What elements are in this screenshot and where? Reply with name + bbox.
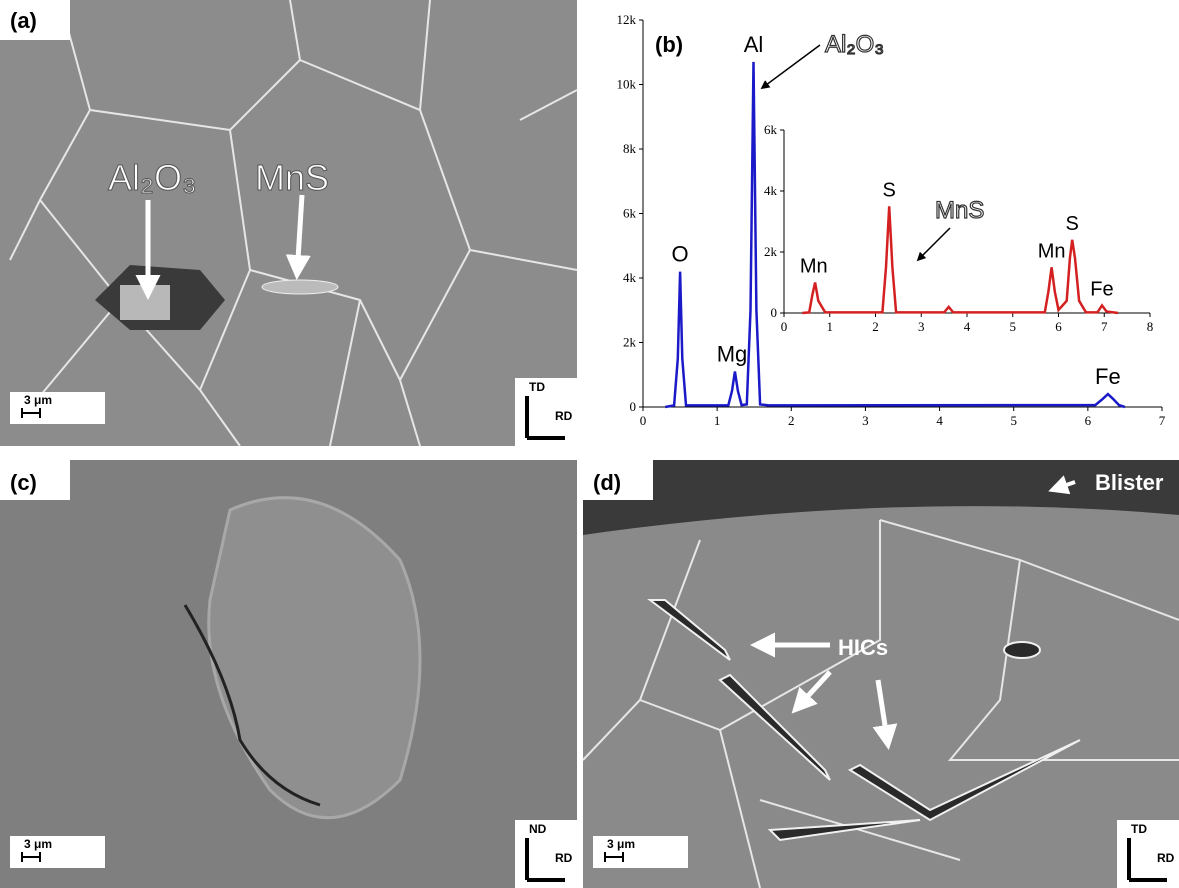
scale-label: 3 μm (24, 393, 52, 407)
x-tick-label: 5 (1010, 319, 1017, 334)
x-tick-label: 4 (964, 319, 971, 334)
panel-label: (c) (10, 470, 37, 495)
mns-inclusion (262, 280, 338, 294)
peak-label: Mn (1038, 240, 1066, 262)
peak-label: Al (744, 32, 764, 57)
x-tick-label: 7 (1159, 413, 1166, 428)
y-tick-label: 0 (630, 399, 637, 414)
panel-label: (a) (10, 8, 37, 33)
x-tick-label: 4 (936, 413, 943, 428)
axis-right: RD (555, 851, 573, 865)
y-tick-label: 10k (617, 77, 637, 92)
panel-d: (d) Blister HICs 3 μm TD RD (583, 460, 1179, 888)
y-tick-label: 12k (617, 12, 637, 27)
callout: MnS (255, 157, 329, 198)
x-tick-label: 7 (1101, 319, 1108, 334)
axis-right: RD (555, 409, 573, 423)
panel-b: (b) Al₂O₃ MnS (583, 0, 1179, 446)
y-tick-label: 8k (623, 141, 637, 156)
x-tick-label: 2 (788, 413, 795, 428)
sem-image (0, 0, 577, 446)
y-tick-label: 4k (623, 270, 637, 285)
scale-label: 3 μm (24, 837, 52, 851)
y-tick-label: 6k (764, 122, 778, 137)
panel-label: (b) (655, 32, 683, 57)
axis-right: RD (1157, 851, 1175, 865)
y-tick-label: 2k (623, 335, 637, 350)
inclusion-core (120, 285, 170, 320)
peak-label: Mg (717, 342, 748, 367)
scale-label: 3 μm (607, 837, 635, 851)
peak-label: O (672, 242, 689, 267)
panel-a: (a) Al₂O₃ MnS 3 μm TD RD (0, 0, 577, 446)
callout: Blister (1095, 470, 1164, 495)
x-tick-label: 1 (827, 319, 834, 334)
annotation: Al₂O₃ (825, 31, 884, 58)
x-tick-label: 1 (714, 413, 721, 428)
x-tick-label: 3 (918, 319, 925, 334)
x-tick-label: 5 (1010, 413, 1017, 428)
chart-bg (583, 0, 1179, 446)
axis-up: TD (1131, 822, 1147, 836)
peak-label: Mn (800, 256, 828, 278)
x-tick-label: 0 (640, 413, 647, 428)
y-tick-label: 2k (764, 244, 778, 259)
peak-label: S (1066, 213, 1079, 235)
peak-label: Fe (1090, 278, 1113, 300)
x-tick-label: 6 (1085, 413, 1092, 428)
y-tick-label: 6k (623, 206, 637, 221)
y-tick-label: 0 (771, 305, 778, 320)
x-tick-label: 6 (1055, 319, 1062, 334)
panel-label: (d) (593, 470, 621, 495)
figure: (a) Al₂O₃ MnS 3 μm TD RD (b) Al₂O₃ MnS (… (0, 0, 1179, 888)
peak-label: Fe (1095, 364, 1121, 389)
x-tick-label: 8 (1147, 319, 1154, 334)
peak-label: S (883, 179, 896, 201)
y-tick-label: 4k (764, 183, 778, 198)
x-tick-label: 0 (781, 319, 788, 334)
annotation: MnS (935, 197, 984, 224)
callout: HICs (838, 635, 888, 660)
axis-up: TD (529, 380, 545, 394)
panel-c: (c) 3 μm ND RD (0, 460, 577, 888)
axis-up: ND (529, 822, 547, 836)
x-tick-label: 2 (872, 319, 879, 334)
x-tick-label: 3 (862, 413, 869, 428)
callout: Al₂O₃ (108, 157, 197, 198)
